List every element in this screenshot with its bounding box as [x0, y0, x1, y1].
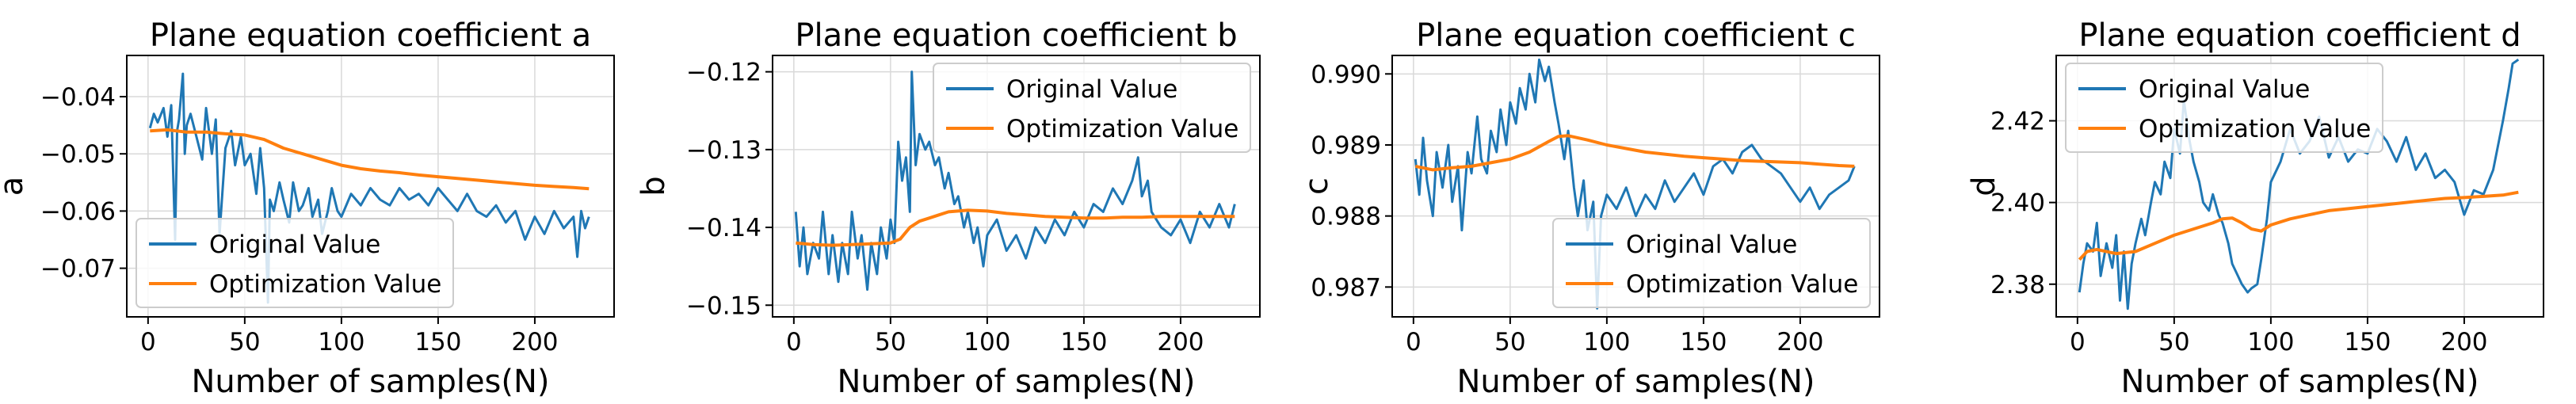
x-tick-label: 50 — [875, 328, 906, 356]
x-axis-label: Number of samples(N) — [191, 364, 549, 400]
x-tick-label: 100 — [964, 328, 1010, 356]
y-axis-label: a — [0, 177, 30, 196]
y-axis-label: c — [1299, 177, 1335, 195]
chart-panel-1: 0 50 100 150 200 −0.07 −0.06 −0.05 −0.04 Plane eq… — [0, 17, 615, 400]
series-line-original — [1414, 58, 1856, 310]
chart-panel-4: 0 50 100 150 200 2.38 2.40 2.42 Plane equation c… — [1966, 17, 2544, 400]
x-tick-label: 0 — [140, 328, 156, 356]
x-tick-label: 150 — [1680, 328, 1727, 356]
x-tick-label: 100 — [2247, 328, 2294, 356]
series-line-optimization — [2078, 190, 2519, 261]
y-tick-label: −0.06 — [40, 197, 116, 226]
legend-box — [1552, 218, 1871, 308]
legend-box — [933, 63, 1251, 153]
y-axis-label: d — [1966, 176, 2002, 196]
x-tick-label: 0 — [2070, 328, 2086, 356]
y-tick-label: −0.04 — [40, 83, 116, 112]
axes-frame — [772, 55, 1261, 318]
legend: Original Value Optimization Value — [135, 218, 454, 308]
legend-label-optimization: Optimization Value — [1006, 115, 1238, 143]
legend-label-optimization: Optimization Value — [2139, 115, 2371, 143]
chart-title: Plane equation coefficient b — [795, 17, 1237, 54]
axes-frame — [1391, 55, 1880, 318]
y-tick-label: −0.12 — [686, 59, 761, 87]
x-tick-label: 50 — [1494, 328, 1525, 356]
y-tick-label: 0.990 — [1311, 60, 1381, 89]
series-line-original — [148, 72, 590, 304]
y-tick-label: −0.14 — [686, 214, 761, 242]
x-tick-label: 0 — [1406, 328, 1422, 356]
x-tick-label: 150 — [1060, 328, 1107, 356]
x-tick-label: 100 — [318, 328, 364, 356]
series-line-original — [794, 71, 1236, 292]
legend-label-original: Original Value — [209, 231, 380, 259]
series-line-original — [2078, 58, 2520, 311]
x-tick-label: 150 — [414, 328, 461, 356]
x-tick-label: 200 — [511, 328, 558, 356]
x-tick-label: 50 — [2158, 328, 2189, 356]
series-line-optimization — [796, 208, 1235, 247]
x-axis-label: Number of samples(N) — [1456, 364, 1815, 400]
y-tick-label: 2.40 — [1990, 189, 2045, 218]
y-tick-label: 0.987 — [1311, 273, 1381, 302]
x-tick-label: 200 — [1157, 328, 1204, 356]
x-tick-label: 50 — [229, 328, 260, 356]
y-tick-label: 0.989 — [1311, 131, 1381, 160]
y-tick-label: −0.07 — [40, 255, 116, 284]
x-tick-label: 100 — [1583, 328, 1630, 356]
legend-label-optimization: Optimization Value — [1626, 270, 1858, 299]
x-axis-label: Number of samples(N) — [837, 364, 1195, 400]
legend-label-original: Original Value — [2139, 75, 2310, 104]
legend-label-optimization: Optimization Value — [209, 270, 441, 299]
y-tick-label: 0.988 — [1311, 203, 1381, 231]
chart-panel-3: 0 50 100 150 200 0.987 0.988 0.989 0.990 Plane eq… — [1299, 17, 1880, 400]
x-tick-label: 0 — [786, 328, 802, 356]
x-tick-label: 150 — [2344, 328, 2391, 356]
legend: Original Value Optimization Value — [2065, 63, 2383, 153]
y-tick-label: −0.13 — [686, 136, 761, 165]
series-line-optimization — [1414, 134, 1855, 172]
y-axis-label: b — [635, 176, 672, 196]
y-tick-label: 2.42 — [1990, 108, 2045, 136]
chart-title: Plane equation coefficient c — [1416, 17, 1856, 54]
legend-label-original: Original Value — [1626, 231, 1797, 259]
x-axis-label: Number of samples(N) — [2120, 364, 2479, 400]
chart-panel-2: 0 50 100 150 200 −0.15 −0.14 −0.13 −0.12 Plane eq… — [635, 17, 1261, 400]
x-tick-label: 200 — [2441, 328, 2487, 356]
legend-box — [135, 218, 454, 308]
y-tick-label: −0.05 — [40, 140, 116, 169]
legend: Original Value Optimization Value — [1552, 218, 1871, 308]
legend-box — [2065, 63, 2383, 153]
legend: Original Value Optimization Value — [933, 63, 1251, 153]
axes-frame — [126, 55, 615, 318]
y-tick-label: 2.38 — [1990, 271, 2045, 299]
x-tick-label: 200 — [1776, 328, 1823, 356]
series-line-optimization — [150, 128, 590, 191]
y-tick-label: −0.15 — [686, 292, 761, 320]
chart-title: Plane equation coefficient d — [2078, 17, 2521, 54]
axes-frame — [2055, 55, 2544, 318]
legend-label-original: Original Value — [1006, 75, 1177, 104]
chart-title: Plane equation coefficient a — [150, 17, 591, 54]
